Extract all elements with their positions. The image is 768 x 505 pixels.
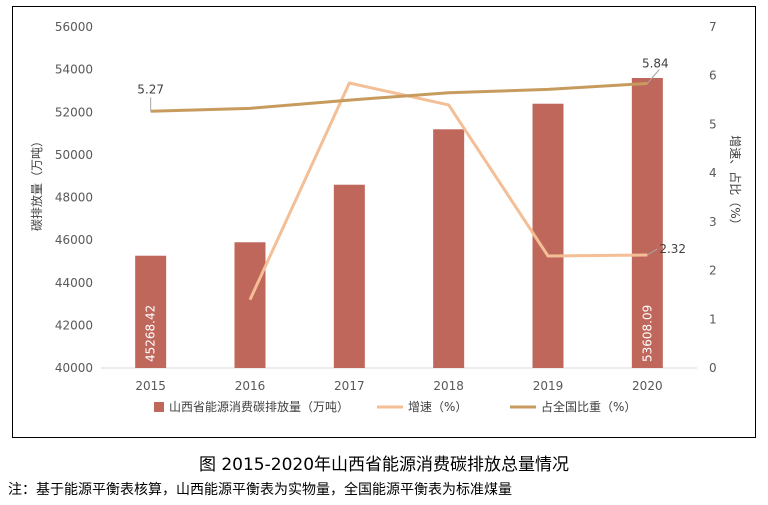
series-line	[150, 82, 648, 113]
line-data-label: 2.32	[659, 242, 686, 256]
line-data-label: 5.84	[642, 57, 669, 71]
y-left-tick-label: 48000	[55, 191, 93, 205]
bar-data-label: 53608.09	[640, 305, 654, 362]
x-tick-label: 2016	[235, 379, 266, 393]
bar	[234, 242, 266, 368]
bar	[333, 184, 365, 368]
y-left-tick-label: 52000	[55, 105, 93, 119]
bar	[433, 129, 465, 368]
legend-label: 增速（%）	[408, 400, 467, 414]
y-left-tick-label: 40000	[55, 361, 93, 375]
y-left-tick-label: 44000	[55, 276, 93, 290]
bar-data-label: 45268.42	[144, 305, 158, 362]
line-data-label: 5.27	[137, 82, 164, 96]
bar	[631, 77, 663, 368]
figure-note: 注：基于能源平衡表核算，山西能源平衡表为实物量，全国能源平衡表为标准煤量	[8, 482, 512, 498]
data-label-leader	[646, 69, 660, 84]
figure-caption: 图 2015-2020年山西省能源消费碳排放总量情况	[198, 455, 570, 475]
y-left-tick-label: 54000	[55, 63, 93, 77]
bar	[532, 103, 564, 368]
x-tick-label: 2018	[433, 379, 464, 393]
series-line	[248, 81, 648, 301]
y-axis-right-title: 增速、占比（%）	[728, 135, 743, 230]
y-left-tick-label: 42000	[55, 318, 93, 332]
y-right-tick-label: 5	[709, 117, 717, 131]
legend: 山西省能源消费碳排放量（万吨） 增速（%） 占全国比重（%）	[154, 399, 636, 414]
legend-swatch	[154, 402, 164, 412]
data-label-leader	[647, 248, 658, 256]
x-tick-label: 2017	[334, 379, 365, 393]
bar	[135, 255, 167, 368]
line-series	[150, 81, 648, 301]
data-labels: 45268.42 53608.09 2.32 5.27 5.84	[137, 57, 686, 362]
y-right-tick-label: 4	[709, 166, 717, 180]
legend-label: 占全国比重（%）	[541, 399, 636, 414]
chart-frame: 40000 42000 44000 46000 48000 50000 52000 54000…	[12, 6, 756, 438]
x-tick-label: 2015	[135, 379, 166, 393]
y-left-tick-label: 46000	[55, 233, 93, 247]
x-tick-label: 2020	[632, 379, 663, 393]
y-left-tick-label: 56000	[55, 20, 93, 34]
y-axis-left-title: 碳排放量（万吨）	[29, 135, 44, 231]
axes: 40000 42000 44000 46000 48000 50000 52000 54000…	[55, 20, 717, 393]
legend-label: 山西省能源消费碳排放量（万吨）	[169, 399, 349, 414]
y-right-tick-label: 2	[709, 264, 717, 278]
x-tick-label: 2019	[533, 379, 564, 393]
y-right-tick-label: 7	[709, 20, 717, 34]
bar-series	[135, 77, 663, 368]
y-right-tick-label: 3	[709, 215, 717, 229]
y-right-tick-label: 1	[709, 312, 717, 326]
chart-svg: 40000 42000 44000 46000 48000 50000 52000 54000…	[29, 20, 743, 414]
y-right-tick-label: 6	[709, 69, 717, 83]
y-right-tick-label: 0	[709, 361, 717, 375]
y-left-tick-label: 50000	[55, 148, 93, 162]
